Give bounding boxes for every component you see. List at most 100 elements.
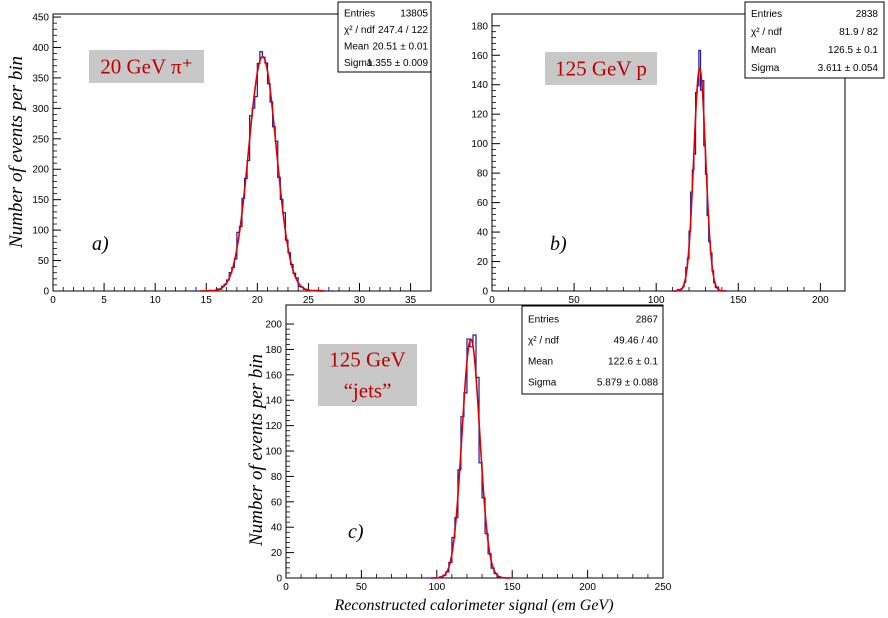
y-tick-label: 180 [265,345,282,356]
stats-label: Entries [528,315,559,326]
y-tick-label: 120 [471,110,488,121]
x-axis-title: Reconstructed calorimeter signal (em GeV… [333,597,613,614]
stats-box-frame [337,1,432,73]
x-tick-label: 200 [812,295,829,306]
y-tick-label: 60 [271,497,283,508]
stats-label: Sigma [528,378,557,389]
stats-label: Sigma [751,63,780,74]
particle-tag-label: 125 GeV p [555,57,647,81]
stats-value: 81.9 / 82 [839,27,878,38]
x-tick-label: 250 [655,582,672,593]
stats-value: 247.4 / 122 [378,25,428,36]
y-tick-label: 140 [471,80,488,91]
y-tick-label: 100 [32,226,49,237]
particle-tag: 125 GeV p [545,52,657,85]
stats-value: 5.879 ± 0.088 [597,378,659,389]
stats-value: 2838 [856,9,879,20]
stats-label: Mean [528,357,553,368]
x-tick-label: 5 [101,295,107,306]
y-axis-title: Number of events per bin [246,354,267,547]
x-tick-label: 100 [648,295,665,306]
y-tick-label: 160 [265,370,282,381]
y-tick-label: 100 [471,139,488,150]
y-tick-label: 60 [477,198,489,209]
stats-box-frame [744,1,885,79]
stats-value: 122.6 ± 0.1 [608,357,658,368]
y-tick-label: 20 [477,257,489,268]
stats-value: 3.611 ± 0.054 [818,63,879,74]
x-tick-label: 0 [50,295,56,306]
y-tick-label: 100 [265,447,282,458]
stats-value: 2867 [636,315,659,326]
stats-label: χ² / ndf [528,336,559,347]
particle-tag-label: 125 GeV [329,348,405,372]
x-tick-label: 0 [489,295,495,306]
y-tick-label: 180 [471,21,488,32]
y-tick-label: 0 [276,574,282,585]
x-tick-label: 20 [252,295,264,306]
stats-box: Entries 13805 χ² / ndf 247.4 / 122 Mean 20.51… [337,1,432,73]
panel-b: 0 50 100 150 200 0 20 40 60 80 100 120 140 160 180 Entr… [471,1,885,306]
panel-a: 0 5 10 15 20 25 30 3505010015020025030035040045… [6,1,432,306]
stats-label: Sigma [344,58,373,69]
particle-tag-background [545,52,657,85]
panel-letter: a) [92,233,109,255]
y-tick-label: 200 [32,165,49,176]
x-tick-label: 25 [303,295,315,306]
y-tick-label: 400 [32,43,49,54]
x-tick-label: 10 [150,295,162,306]
y-tick-label: 80 [477,169,489,180]
gaussian-fit-curve [200,55,325,292]
y-tick-label: 450 [32,13,49,24]
panel-letter: b) [550,233,567,255]
stats-value: 20.51 ± 0.01 [372,41,428,52]
x-tick-label: 200 [579,582,596,593]
stats-box-frame [521,305,664,395]
stats-label: Entries [344,8,375,19]
x-tick-label: 150 [504,582,521,593]
y-axis-title: Number of events per bin [6,56,27,249]
stats-value: 49.46 / 40 [614,336,659,347]
stats-label: Mean [751,45,776,56]
x-tick-label: 100 [428,582,445,593]
y-tick-label: 350 [32,73,49,84]
particle-tag-label: 20 GeV π⁺ [100,55,192,79]
x-tick-label: 0 [283,582,289,593]
y-tick-label: 140 [265,396,282,407]
y-tick-label: 150 [32,195,49,206]
y-tick-label: 250 [32,134,49,145]
y-tick-label: 0 [43,287,49,298]
gaussian-fit-curve [430,338,511,579]
stats-label: Entries [751,9,782,20]
particle-tag-background [89,50,204,83]
stats-label: χ² / ndf [344,25,375,36]
y-tick-label: 300 [32,104,49,115]
particle-tag: 20 GeV π⁺ [89,50,204,83]
stats-box: Entries 2838 χ² / ndf 81.9 / 82 Mean 126.5 ± … [744,1,885,79]
x-tick-label: 50 [569,295,581,306]
stats-label: χ² / ndf [751,27,782,38]
stats-label: Mean [344,41,369,52]
particle-tag-background [318,344,417,406]
y-tick-label: 160 [471,51,488,62]
y-tick-label: 120 [265,421,282,432]
stats-value: 1.355 ± 0.009 [367,58,429,69]
panel-letter: c) [348,521,364,543]
y-tick-label: 50 [38,256,50,267]
x-tick-label: 50 [356,582,368,593]
stats-box: Entries 2867 χ² / ndf 49.46 / 40 Mean 122.6 ±… [521,305,664,395]
x-tick-label: 30 [354,295,366,306]
particle-tag: 125 GeV “jets” [318,344,417,406]
gaussian-fit-curve [673,67,727,292]
y-tick-label: 40 [271,523,283,534]
stats-value: 13805 [400,8,428,19]
y-tick-label: 200 [265,320,282,331]
stats-value: 126.5 ± 0.1 [828,45,878,56]
particle-tag-label: “jets” [344,379,392,403]
x-tick-label: 35 [405,295,417,306]
y-tick-label: 80 [271,472,283,483]
x-tick-label: 150 [730,295,747,306]
panel-c: 0 50 100 150 200 250 0 20 40 60 80 100 120 140 160 180 2… [246,304,672,593]
y-tick-label: 40 [477,228,489,239]
